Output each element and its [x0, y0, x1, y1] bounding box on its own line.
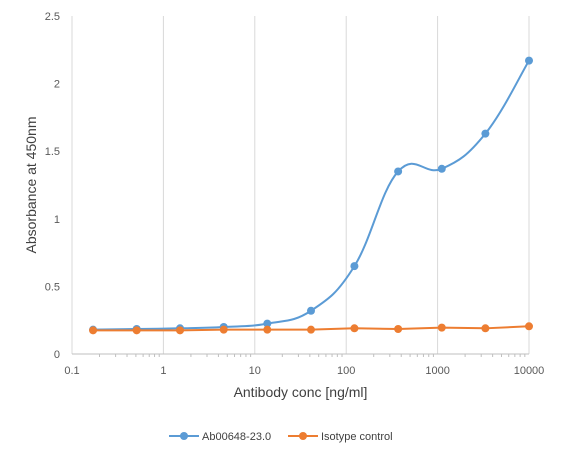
x-tick-label: 10: [249, 365, 261, 377]
data-point: [350, 324, 359, 333]
y-tick-label: 0: [54, 349, 60, 361]
data-point: [437, 323, 446, 332]
data-point: [525, 322, 533, 331]
data-point: [307, 306, 316, 315]
x-tick-label: 1000: [425, 365, 449, 377]
series-1: [89, 56, 533, 334]
x-tick-label: 10000: [514, 365, 545, 377]
data-point: [176, 326, 185, 335]
y-axis-title: Absorbance at 450nm: [23, 117, 39, 254]
series-layer: [89, 56, 533, 335]
y-tick-labels: 0 0.5 1 1.5 2 2.5: [45, 11, 60, 361]
data-point: [219, 325, 228, 334]
data-point: [263, 325, 272, 334]
y-tick-label: 0.5: [45, 281, 60, 293]
data-point: [89, 326, 98, 335]
data-point: [394, 324, 403, 333]
x-tick-label: 1: [160, 365, 166, 377]
x-axis-title: Antibody conc [ng/ml]: [234, 384, 368, 400]
y-tick-label: 2.5: [45, 11, 60, 23]
data-point: [481, 324, 490, 333]
legend-marker: [180, 432, 188, 440]
gridlines: [71, 16, 530, 354]
x-tick-labels: 0.1 1 10 100 1000 10000: [64, 365, 544, 377]
legend-label: Isotype control: [321, 431, 393, 443]
legend-item: Ab00648-23.0: [169, 431, 271, 443]
data-point: [481, 129, 490, 138]
data-point: [307, 325, 316, 334]
data-point: [132, 326, 141, 335]
y-tick-label: 1: [54, 214, 60, 226]
data-point: [394, 167, 403, 176]
data-point: [437, 164, 446, 173]
data-point: [350, 262, 359, 271]
legend-item: Isotype control: [288, 431, 393, 443]
data-point: [263, 319, 272, 328]
y-tick-label: 2: [54, 79, 60, 91]
legend-label: Ab00648-23.0: [202, 431, 271, 443]
series-line: [93, 60, 530, 331]
x-tick-label: 0.1: [64, 365, 79, 377]
y-tick-label: 1.5: [45, 146, 60, 158]
legend-marker: [299, 432, 307, 440]
x-tick-label: 100: [337, 365, 355, 377]
data-point: [525, 56, 533, 65]
legend: Ab00648-23.0 Isotype control: [169, 431, 393, 443]
series-2: [89, 322, 533, 335]
